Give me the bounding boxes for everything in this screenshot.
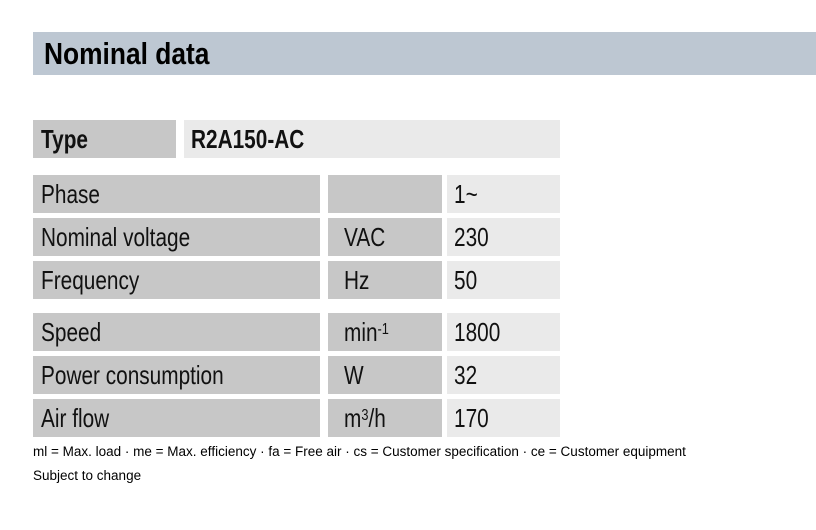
row-unit: min-1 — [344, 316, 389, 347]
row-label-cell: Power consumption — [33, 356, 320, 394]
row-value-cell: 32 — [447, 356, 560, 394]
row-label-cell: Air flow — [33, 399, 320, 437]
type-label-cell: Type — [33, 120, 176, 158]
row-unit: Hz — [344, 264, 370, 295]
row-value-cell: 1800 — [447, 313, 560, 351]
table-row-type: Type R2A150-AC — [33, 120, 560, 158]
section-header-bar: Nominal data — [33, 32, 816, 75]
page-title: Nominal data — [44, 35, 210, 71]
type-label: Type — [41, 123, 89, 154]
row-label: Air flow — [41, 402, 110, 433]
row-value-cell: 50 — [447, 261, 560, 299]
table-row-speed: Speed min-1 1800 — [33, 313, 560, 351]
table-row-nominal-voltage: Nominal voltage VAC 230 — [33, 218, 560, 256]
row-value-cell: 170 — [447, 399, 560, 437]
row-unit-cell: VAC — [328, 218, 442, 256]
row-label-cell: Nominal voltage — [33, 218, 320, 256]
row-unit: m3/h — [344, 402, 386, 433]
row-unit-cell: Hz — [328, 261, 442, 299]
row-unit-cell: m3/h — [328, 399, 442, 437]
abbreviation-legend: ml = Max. load · me = Max. efficiency · … — [33, 444, 686, 459]
row-label: Power consumption — [41, 359, 224, 390]
row-unit-cell: min-1 — [328, 313, 442, 351]
type-value-cell: R2A150-AC — [184, 120, 560, 158]
row-unit: VAC — [344, 221, 386, 252]
row-value-cell: 230 — [447, 218, 560, 256]
row-value: 32 — [454, 359, 478, 390]
subject-to-change-note: Subject to change — [33, 468, 142, 483]
row-value: 170 — [454, 402, 489, 433]
row-value-cell: 1~ — [447, 175, 560, 213]
row-label: Speed — [41, 316, 102, 347]
row-unit-cell — [328, 175, 442, 213]
nominal-data-table: Type R2A150-AC Phase 1~ Nominal voltage … — [33, 120, 560, 437]
row-label-cell: Speed — [33, 313, 320, 351]
row-value: 230 — [454, 221, 489, 252]
row-label: Frequency — [41, 264, 140, 295]
row-label-cell: Frequency — [33, 261, 320, 299]
row-value: 50 — [454, 264, 478, 295]
row-label-cell: Phase — [33, 175, 320, 213]
row-value: 1~ — [454, 178, 478, 209]
row-label: Phase — [41, 178, 100, 209]
row-unit-cell: W — [328, 356, 442, 394]
table-row-air-flow: Air flow m3/h 170 — [33, 399, 560, 437]
type-value: R2A150-AC — [191, 123, 305, 154]
footnote-block: ml = Max. load · me = Max. efficiency · … — [33, 440, 803, 488]
table-row-phase: Phase 1~ — [33, 175, 560, 213]
table-row-power-consumption: Power consumption W 32 — [33, 356, 560, 394]
row-label: Nominal voltage — [41, 221, 191, 252]
row-value: 1800 — [454, 316, 501, 347]
row-unit: W — [344, 359, 364, 390]
table-row-frequency: Frequency Hz 50 — [33, 261, 560, 299]
